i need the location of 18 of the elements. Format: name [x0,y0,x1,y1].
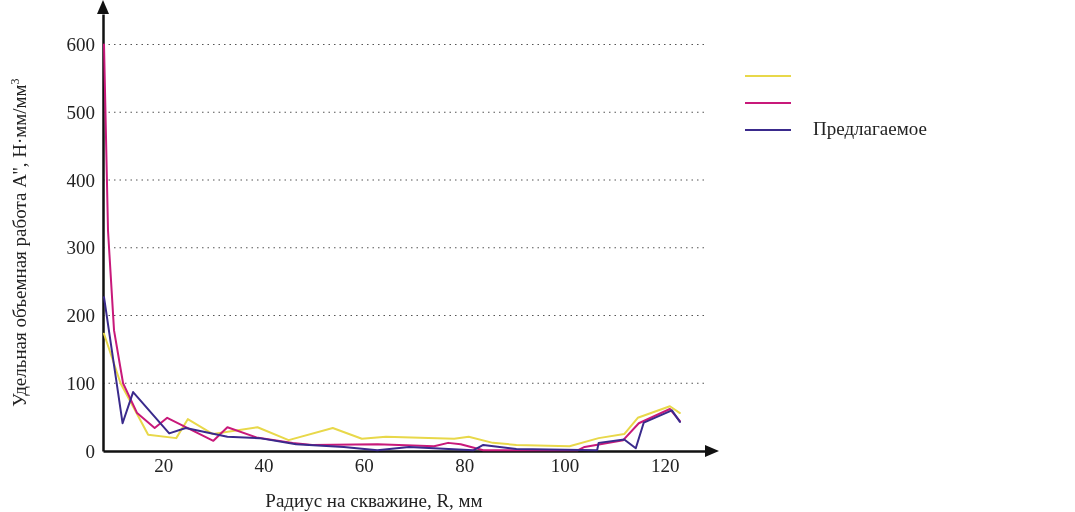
y-tick-label: 300 [66,237,95,259]
y-tick-label: 400 [66,169,95,191]
y-tick-label: 500 [66,101,95,123]
line-series [103,296,681,452]
y-tick-label: 200 [66,305,95,327]
x-tick-label: 60 [354,455,374,477]
x-tick-label: 20 [154,455,174,477]
x-axis-title: Радиус на скважине, R, мм [265,490,483,511]
y-tick-label: 600 [66,34,95,56]
line-series [103,332,681,448]
line-series [103,43,681,452]
y-tick-label: 100 [66,372,95,394]
x-tick-label: 120 [651,455,680,477]
x-tick-label: 40 [254,455,274,477]
y-tick-label: 0 [85,440,95,462]
x-tick-label: 100 [550,455,580,477]
legend-label: Предлагаемое [813,118,927,140]
x-tick-label: 80 [455,455,475,477]
